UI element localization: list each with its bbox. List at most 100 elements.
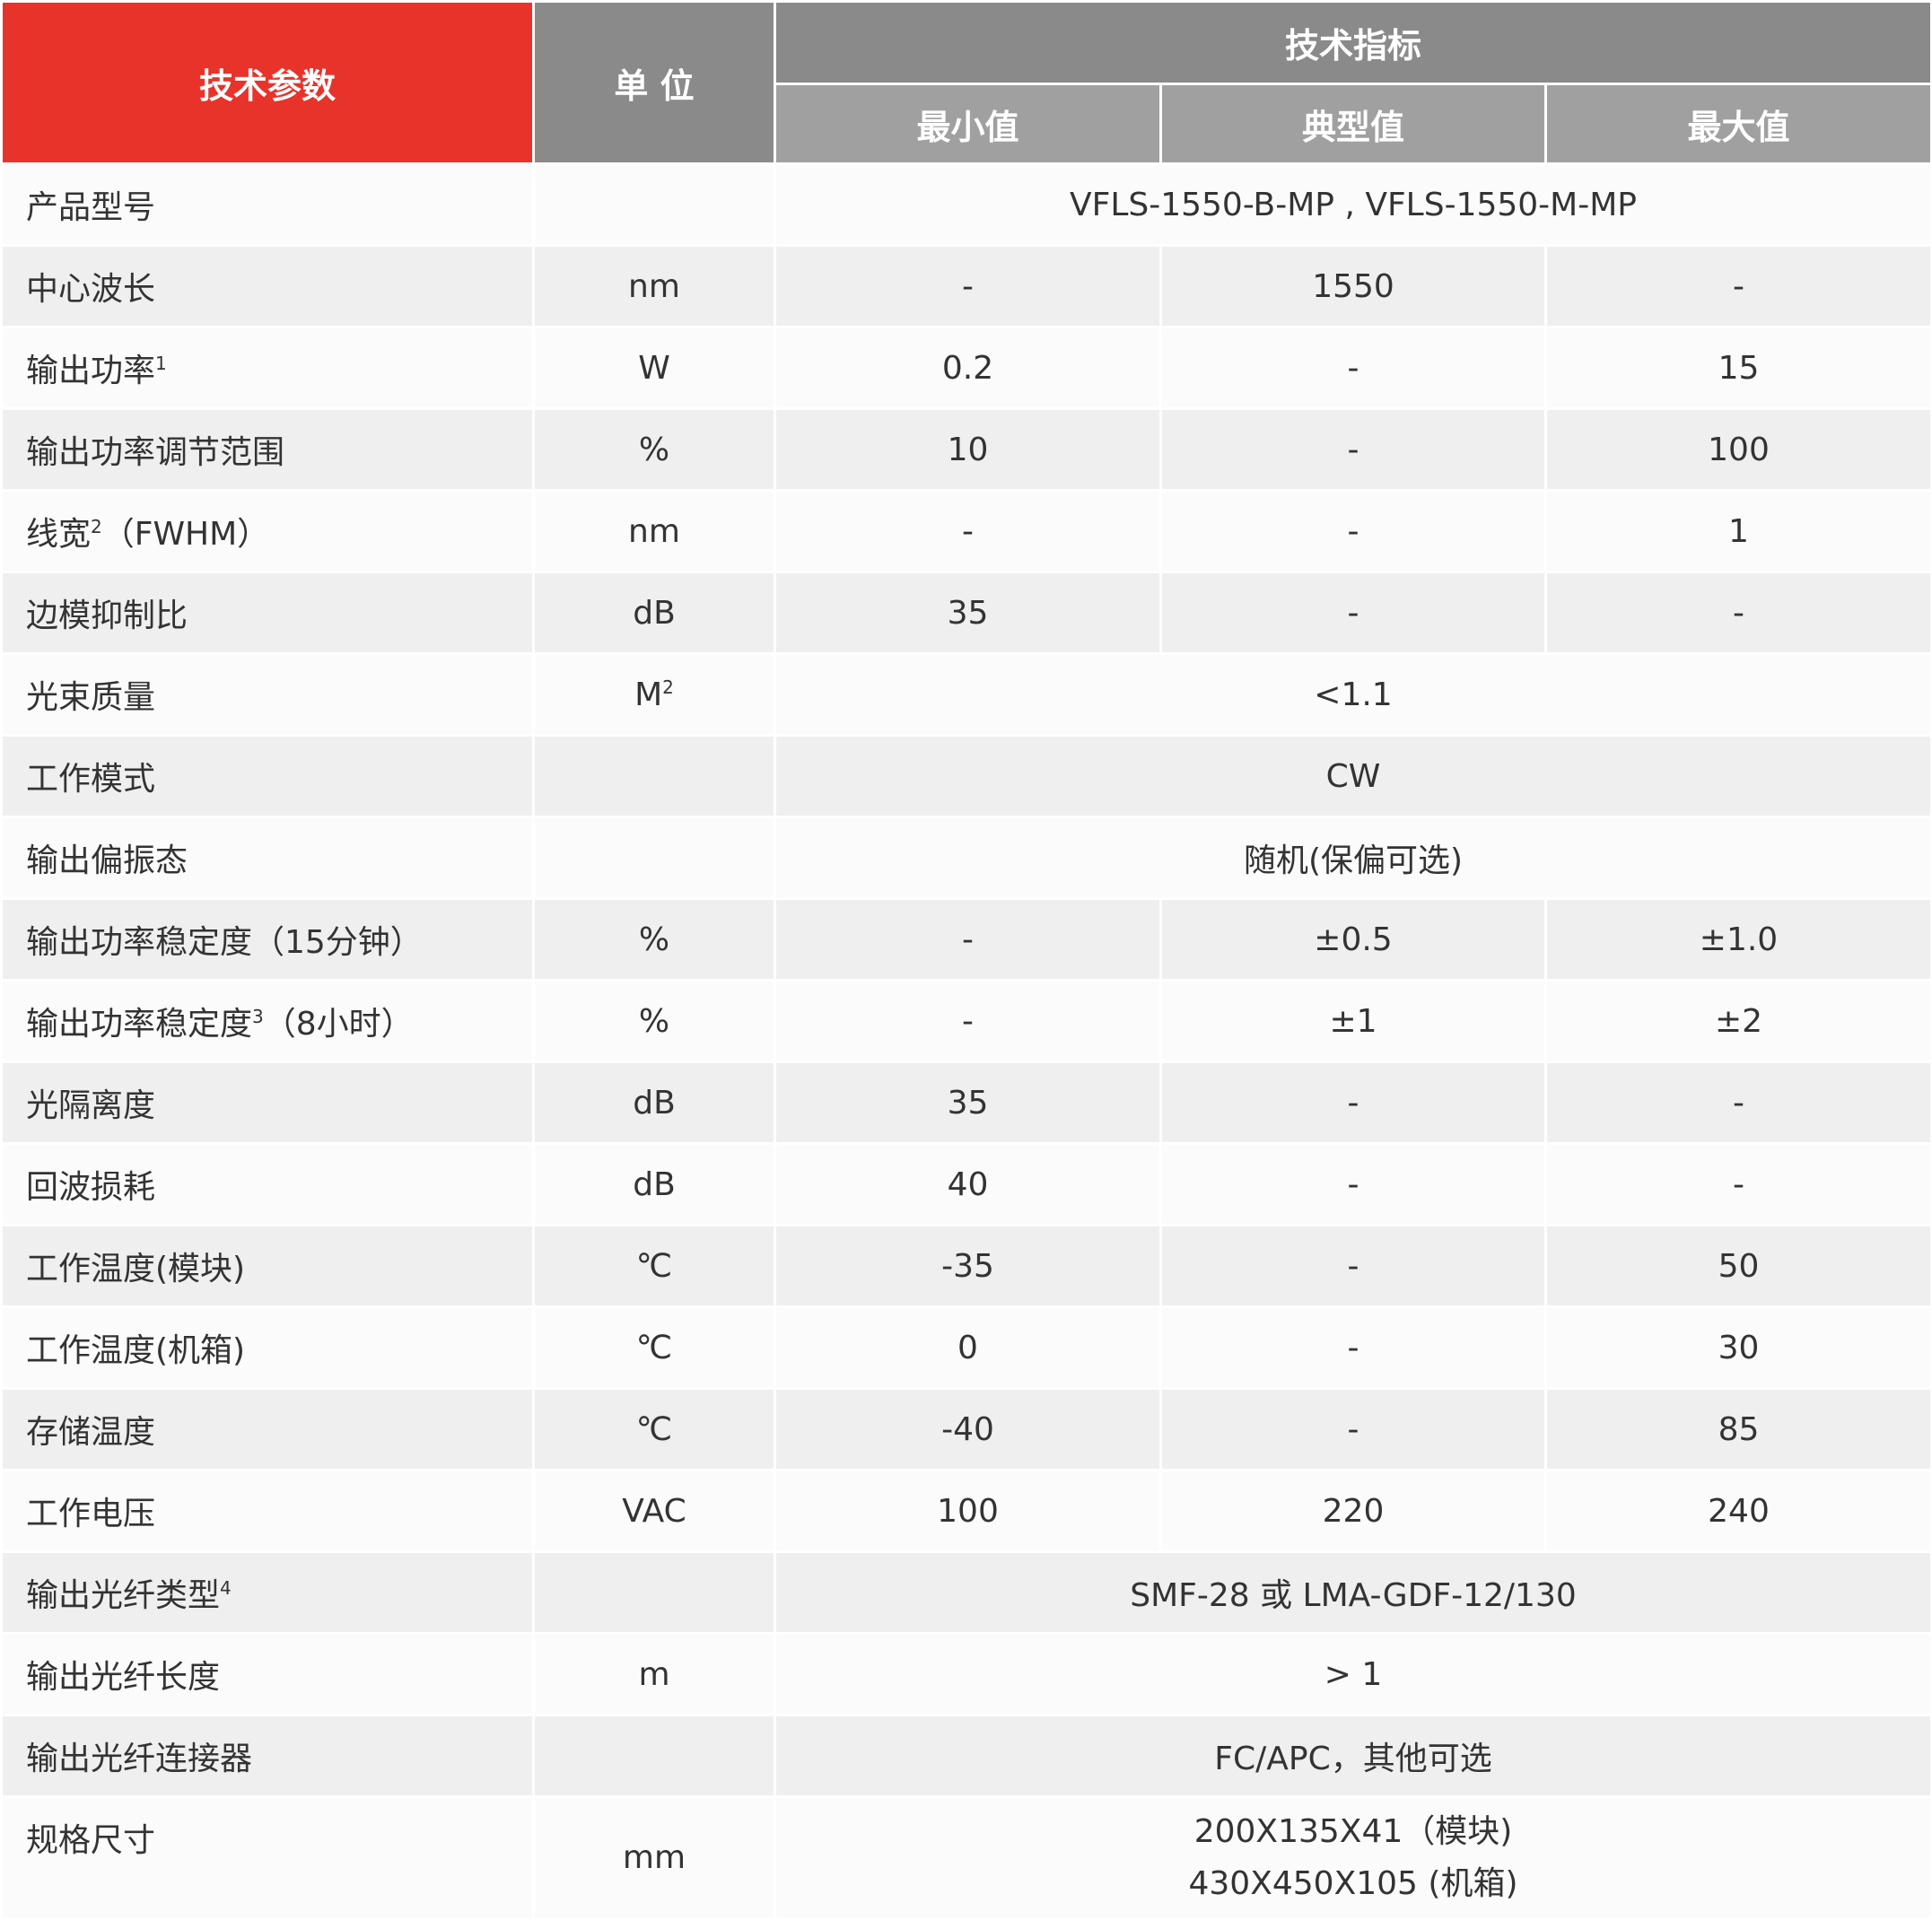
table-row: 工作电压 VAC 100 220 240	[0, 1469, 1932, 1553]
param-cell: 输出功率调节范围	[0, 407, 535, 492]
param-label: 存储温度	[26, 1414, 156, 1451]
table-row: 边模抑制比 dB 35- -	[0, 571, 1932, 655]
value-max: -	[1544, 1142, 1932, 1226]
unit-label: m	[638, 1655, 670, 1693]
table-row: 输出功率稳定度（15分钟）% - ±0.5 ±1.0	[0, 897, 1932, 982]
param-cell: 回波损耗	[0, 1142, 535, 1226]
table-row: 工作温度(机箱) ℃ 0-30	[0, 1305, 1932, 1390]
unit-label: ℃	[635, 1247, 673, 1285]
table-row: 工作模式 CW	[0, 734, 1932, 818]
value-typ: -	[1159, 326, 1547, 410]
unit-cell: %	[532, 407, 776, 492]
table-row: 光束质量 M2 <1.1	[0, 652, 1932, 737]
value-min: 0.2	[774, 326, 1162, 410]
header-spec: 技术指标	[774, 0, 1932, 85]
table-row: 产品型号 VFLS-1550-B-MP , VFLS-1550-M-MP	[0, 162, 1932, 247]
param-cell: 输出偏振态	[0, 816, 535, 900]
value-max: 30	[1544, 1305, 1932, 1390]
value-typ: -	[1159, 1305, 1547, 1390]
unit-cell: mm	[532, 1795, 776, 1920]
value-min: 0	[774, 1305, 1162, 1390]
value-max: -	[1544, 1060, 1932, 1145]
value-min: 35	[774, 571, 1162, 655]
table-row: 规格尺寸 mm 200X135X41（模块) 430X450X105 (机箱)	[0, 1795, 1932, 1920]
param-cell: 输出光纤长度	[0, 1632, 535, 1716]
value-max: 15	[1544, 326, 1932, 410]
table-row: 输出功率调节范围% 10-100	[0, 407, 1932, 492]
value-min: -	[774, 244, 1162, 328]
value-typ: -	[1159, 571, 1547, 655]
param-label: 工作模式	[26, 761, 156, 798]
param-cell: 输出功率1	[0, 326, 535, 410]
param-label: 输出光纤长度	[26, 1659, 221, 1696]
table-row: 输出光纤长度 m > 1	[0, 1632, 1932, 1716]
value-max: 85	[1544, 1387, 1932, 1471]
param-cell: 光隔离度	[0, 1060, 535, 1145]
header-typ: 典型值	[1159, 83, 1547, 165]
unit-superscript: 2	[662, 676, 674, 698]
value-min: -35	[774, 1224, 1162, 1308]
param-cell: 线宽2（FWHM）	[0, 489, 535, 573]
unit-label: M	[634, 676, 663, 713]
table-row: 输出偏振态 随机(保偏可选)	[0, 816, 1932, 900]
spec-value-line: 200X135X41（模块)	[1193, 1812, 1513, 1850]
value-max: 50	[1544, 1224, 1932, 1308]
unit-label: %	[638, 431, 670, 468]
param-label: 工作温度(模块)	[26, 1251, 246, 1287]
unit-cell: M2	[532, 652, 776, 737]
footnote-marker: 1	[155, 353, 167, 374]
param-cell: 工作温度(模块)	[0, 1224, 535, 1308]
value-typ: -	[1159, 489, 1547, 573]
param-suffix: （FWHM）	[101, 516, 270, 553]
param-suffix: （8小时）	[263, 1006, 414, 1043]
value-min: -	[774, 897, 1162, 982]
unit-label: dB	[633, 1165, 676, 1203]
spec-value-span: > 1	[774, 1632, 1932, 1716]
param-label: 输出功率稳定度（15分钟）	[26, 924, 423, 961]
table-row: 输出功率1 W 0.2-15	[0, 326, 1932, 410]
footnote-marker: 3	[252, 1006, 264, 1027]
value-typ: -	[1159, 1060, 1547, 1145]
unit-label: %	[638, 1002, 670, 1040]
param-label: 输出功率调节范围	[26, 434, 285, 471]
param-cell: 工作温度(机箱)	[0, 1305, 535, 1390]
unit-cell: %	[532, 979, 776, 1063]
param-label: 线宽	[26, 516, 92, 553]
value-max: 240	[1544, 1469, 1932, 1553]
param-label: 工作温度(机箱)	[26, 1332, 246, 1369]
unit-cell: ℃	[532, 1305, 776, 1390]
spec-value-line: 430X450X105 (机箱)	[1188, 1864, 1518, 1902]
unit-cell: W	[532, 326, 776, 410]
table-row: 存储温度 ℃ -40-85	[0, 1387, 1932, 1471]
param-label: 输出功率	[26, 353, 156, 389]
unit-cell	[532, 1550, 776, 1635]
header-max: 最大值	[1544, 83, 1932, 165]
value-typ: -	[1159, 407, 1547, 492]
footnote-marker: 2	[91, 516, 102, 537]
value-min: 100	[774, 1469, 1162, 1553]
table-row: 中心波长 nm -1550-	[0, 244, 1932, 328]
table-row: 光隔离度 dB 35- -	[0, 1060, 1932, 1145]
param-label: 光隔离度	[26, 1087, 156, 1124]
unit-cell	[532, 816, 776, 900]
spec-value-span: 200X135X41（模块) 430X450X105 (机箱)	[774, 1795, 1932, 1920]
spec-value-span: FC/APC，其他可选	[774, 1714, 1932, 1798]
unit-cell: ℃	[532, 1387, 776, 1471]
value-typ: 220	[1159, 1469, 1547, 1553]
spec-value-span: 随机(保偏可选)	[774, 816, 1932, 900]
footnote-marker: 4	[220, 1577, 232, 1599]
unit-cell: dB	[532, 1142, 776, 1226]
unit-label: dB	[633, 1084, 676, 1121]
unit-label: mm	[622, 1839, 686, 1876]
unit-cell: dB	[532, 1060, 776, 1145]
param-cell: 存储温度	[0, 1387, 535, 1471]
value-typ: 1550	[1159, 244, 1547, 328]
param-label: 输出光纤连接器	[26, 1741, 253, 1777]
unit-cell: dB	[532, 571, 776, 655]
param-label: 光束质量	[26, 679, 156, 716]
spec-value-span: <1.1	[774, 652, 1932, 737]
table-row: 回波损耗 dB 40- -	[0, 1142, 1932, 1226]
param-label: 工作电压	[26, 1496, 156, 1532]
param-cell: 工作电压	[0, 1469, 535, 1553]
param-cell: 产品型号	[0, 162, 535, 247]
